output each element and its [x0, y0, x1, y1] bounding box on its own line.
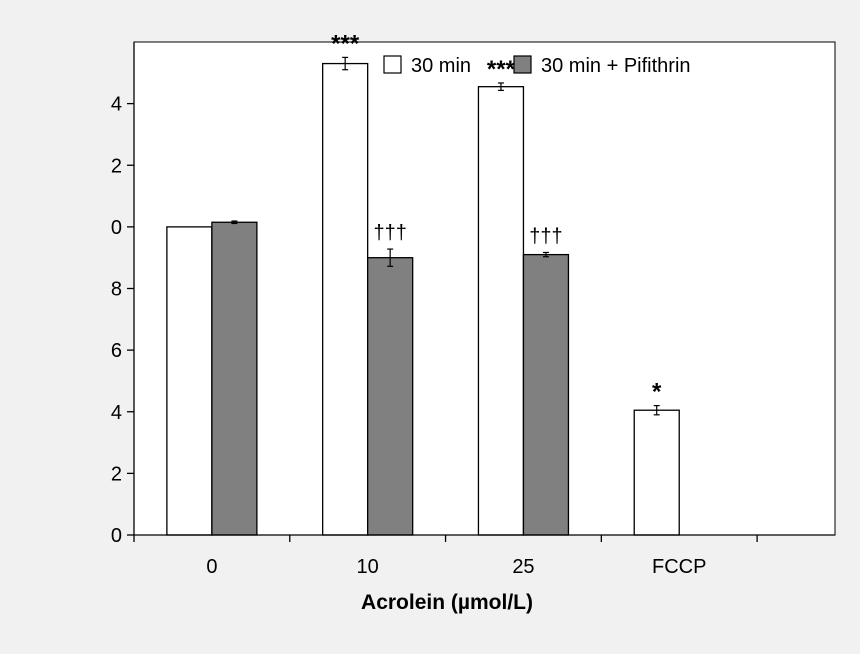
y-tick-label: 4: [111, 94, 122, 116]
significance-markers-layer: *******††† †††: [331, 30, 662, 405]
x-tick-label: 10: [357, 556, 379, 578]
x-axis-ticks: 0 10 25 FCCP: [133, 535, 758, 578]
x-axis-title: Acrolein (µmol/L): [361, 591, 533, 614]
x-tick-label: FCCP: [652, 556, 706, 578]
y-tick-label: 4: [111, 402, 122, 424]
y-tick-label: 0: [111, 525, 122, 547]
significance-daggers: †††: [373, 222, 406, 244]
bar-30-min-0: [166, 226, 213, 536]
significance-stars: ***: [487, 56, 516, 83]
legend-label-30-min: 30 min: [411, 55, 471, 77]
y-tick-label: 2: [111, 155, 122, 177]
legend-swatch-pifithrin: [513, 55, 532, 74]
bar-pifithrin-25: [522, 253, 570, 536]
x-tick-label: 25: [512, 556, 534, 578]
legend-swatch-30-min: [383, 55, 402, 74]
y-tick-label: 2: [111, 463, 122, 485]
bar-pifithrin-0: [211, 221, 258, 536]
bar-30-min-25: [477, 86, 525, 536]
legend: 30 min 30 min + Pifithrin: [383, 55, 691, 77]
significance-stars: *: [652, 379, 662, 406]
error-bars-layer: [231, 56, 660, 416]
legend-label-pifithrin: 30 min + Pifithrin: [541, 55, 691, 77]
bar-30-min-10: [322, 62, 369, 536]
x-tick-label: 0: [206, 556, 217, 578]
significance-daggers: †††: [529, 225, 562, 247]
bar-pifithrin-10: [367, 257, 414, 536]
y-axis-ticks: 0 2 4 6 8 0 2 4: [111, 94, 134, 547]
y-tick-label: 8: [111, 279, 122, 301]
y-tick-label: 6: [111, 340, 122, 362]
bar-30-min-fccp: [633, 409, 680, 536]
y-tick-label: 0: [111, 217, 122, 239]
significance-stars: ***: [331, 30, 360, 57]
